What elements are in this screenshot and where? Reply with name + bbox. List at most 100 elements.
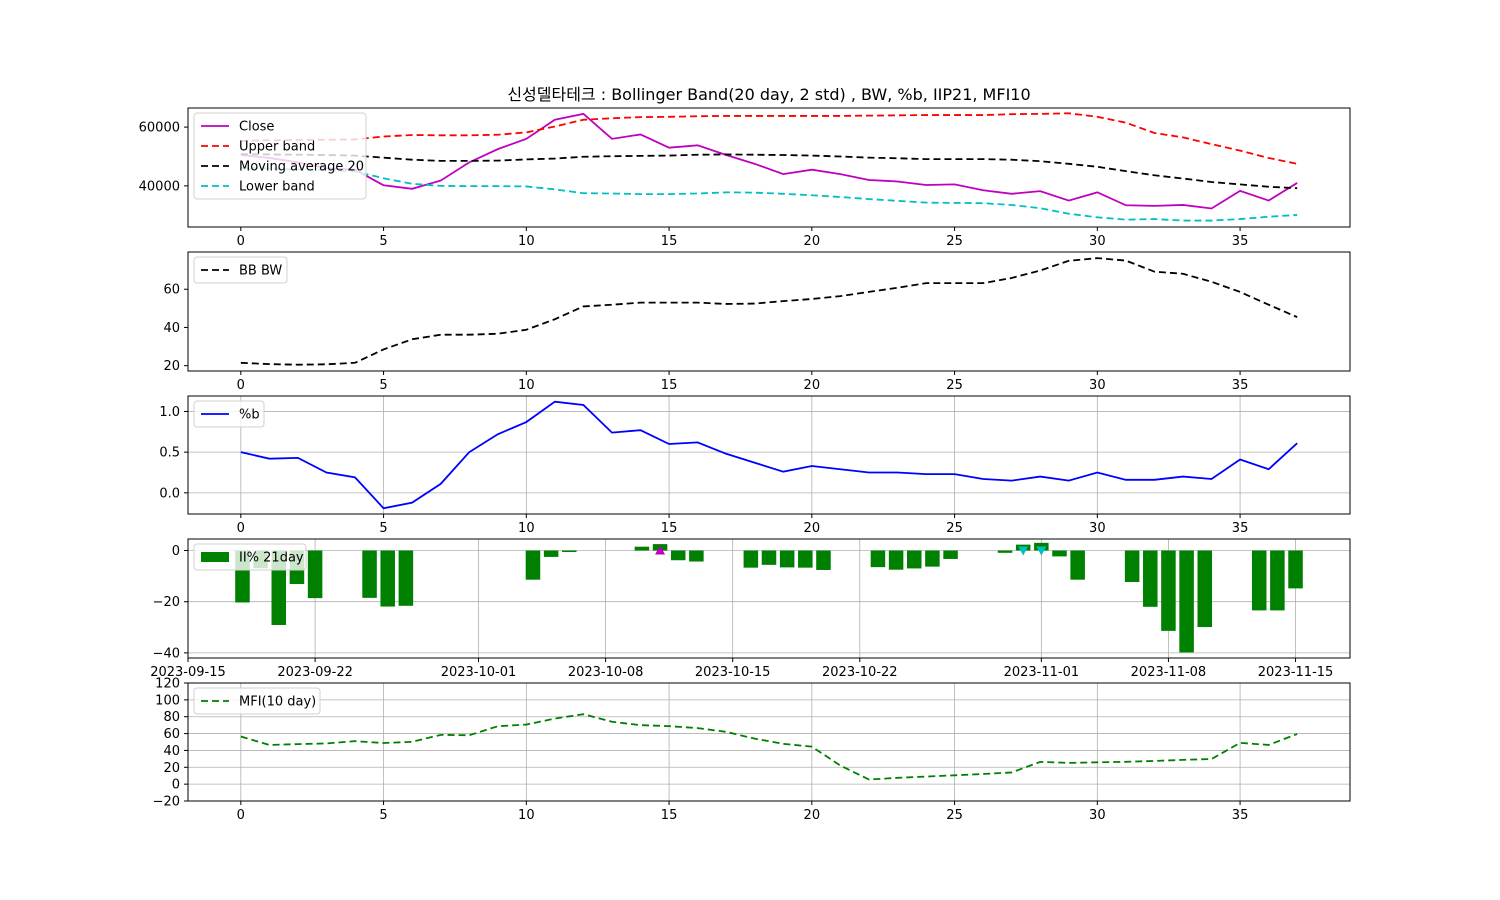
y-tick-label: 40 bbox=[163, 744, 180, 759]
legend: BB BW bbox=[193, 256, 288, 284]
x-tick-label: 2023-11-01 bbox=[1004, 665, 1080, 680]
x-tick-label: 10 bbox=[518, 234, 535, 249]
x-tick-label: 25 bbox=[946, 378, 963, 393]
bar-ii-percent bbox=[1251, 550, 1267, 611]
bar-ii-percent bbox=[1052, 550, 1067, 557]
legend-label: Lower band bbox=[239, 180, 315, 195]
x-tick-label: 5 bbox=[379, 521, 387, 536]
legend-box bbox=[193, 112, 367, 200]
y-tick-label: 60 bbox=[163, 727, 180, 742]
plot-area bbox=[240, 257, 1298, 366]
bar-ii-percent bbox=[943, 550, 958, 559]
series-line-moving-average-20 bbox=[240, 153, 1298, 190]
bar-ii-percent bbox=[888, 550, 904, 570]
series-line-mfi-10-day- bbox=[240, 713, 1298, 781]
series-line-close bbox=[240, 112, 1298, 210]
x-tick-label: 2023-11-15 bbox=[1258, 665, 1334, 680]
axes-frame bbox=[187, 538, 1351, 659]
legend-box bbox=[193, 543, 307, 571]
bar-ii-percent bbox=[1161, 550, 1176, 631]
legend-label: Moving average 20 bbox=[239, 160, 364, 175]
x-tick-label: 15 bbox=[661, 378, 678, 393]
x-tick-label: 20 bbox=[804, 808, 821, 823]
x-tick-label: 5 bbox=[379, 808, 387, 823]
figure-title: 신성델타테크 : Bollinger Band(20 day, 2 std) ,… bbox=[507, 85, 1030, 104]
bar-ii-percent bbox=[1124, 550, 1140, 582]
bar-ii-percent bbox=[1270, 550, 1285, 611]
x-tick-label: 25 bbox=[946, 234, 963, 249]
axes-frame bbox=[187, 107, 1351, 228]
panel-ii-percent: 2023-09-15 2023-09-22 2023-10-01 2023-10-08… bbox=[150, 538, 1351, 680]
y-tick-label: 0 bbox=[172, 544, 180, 559]
x-tick-label: 2023-09-15 bbox=[150, 665, 226, 680]
x-tick-label: 2023-10-22 bbox=[822, 665, 898, 680]
bar-ii-percent bbox=[779, 550, 795, 568]
x-tick-label: 35 bbox=[1232, 808, 1249, 823]
y-tick-label: −20 bbox=[153, 595, 180, 610]
bar-ii-percent bbox=[634, 546, 650, 551]
legend-label: BB BW bbox=[239, 264, 282, 279]
buy-signal-marker bbox=[655, 545, 666, 555]
bar-ii-percent bbox=[997, 550, 1013, 553]
series-line-lower-band bbox=[240, 166, 1298, 222]
x-tick-label: 2023-10-08 bbox=[568, 665, 644, 680]
bar-ii-percent bbox=[1288, 550, 1303, 589]
bar-ii-percent bbox=[1179, 550, 1194, 653]
bar-ii-percent bbox=[816, 550, 831, 570]
x-tick-label: 25 bbox=[946, 808, 963, 823]
x-tick-label: 2023-11-08 bbox=[1131, 665, 1207, 680]
bar-ii-percent bbox=[870, 550, 886, 568]
bar-ii-percent bbox=[307, 550, 323, 599]
y-tick-label: −20 bbox=[153, 795, 180, 810]
x-tick-label: 5 bbox=[379, 378, 387, 393]
bar-ii-percent bbox=[743, 550, 759, 568]
legend: II% 21day bbox=[193, 543, 307, 571]
axes-frame bbox=[187, 395, 1351, 515]
y-tick-label: 40 bbox=[163, 321, 180, 336]
legend-box bbox=[193, 256, 288, 284]
y-tick-label: 0.0 bbox=[159, 486, 180, 501]
x-tick-label: 30 bbox=[1089, 521, 1106, 536]
x-tick-label: 0 bbox=[237, 521, 245, 536]
panel-bandwidth: 0 5 10 15 20 25 30 35 20 40 60 BB BW bbox=[163, 251, 1351, 393]
x-tick-label: 20 bbox=[804, 521, 821, 536]
y-tick-label: 120 bbox=[155, 677, 180, 692]
x-tick-label: 20 bbox=[804, 378, 821, 393]
axes-frame bbox=[187, 251, 1351, 372]
x-tick-label: 2023-10-01 bbox=[441, 665, 517, 680]
x-tick-label: 35 bbox=[1232, 378, 1249, 393]
x-tick-label: 35 bbox=[1232, 521, 1249, 536]
y-tick-label: 1.0 bbox=[159, 405, 180, 420]
x-tick-label: 30 bbox=[1089, 234, 1106, 249]
bar-ii-percent bbox=[562, 550, 577, 553]
y-tick-label: 40000 bbox=[139, 179, 180, 194]
x-tick-label: 10 bbox=[518, 521, 535, 536]
legend-label: Upper band bbox=[239, 140, 315, 155]
y-tick-label: 20 bbox=[163, 359, 180, 374]
bar-ii-percent bbox=[689, 550, 704, 562]
panel-percent-b: 0 5 10 15 20 25 30 35 0.0 0.5 1.0 %b bbox=[159, 395, 1351, 536]
legend-label: Close bbox=[239, 120, 274, 135]
panel-price: 0 5 10 15 20 25 30 35 40000 60000 Close Upper band M… bbox=[139, 107, 1351, 249]
series-line-bb-bw bbox=[240, 257, 1298, 366]
series-line-upper-band bbox=[240, 112, 1298, 165]
bar-ii-percent bbox=[906, 550, 922, 569]
bar-ii-percent bbox=[670, 550, 686, 561]
y-tick-label: 80 bbox=[163, 710, 180, 725]
x-tick-label: 10 bbox=[518, 808, 535, 823]
y-tick-label: 0.5 bbox=[159, 446, 180, 461]
bar-ii-percent bbox=[398, 550, 414, 606]
bar-ii-percent bbox=[380, 550, 395, 607]
y-tick-label: 0 bbox=[172, 778, 180, 793]
plot-area bbox=[240, 112, 1298, 222]
legend: MFI(10 day) bbox=[193, 687, 321, 715]
legend-label: %b bbox=[239, 408, 260, 423]
x-tick-label: 30 bbox=[1089, 378, 1106, 393]
legend: %b bbox=[193, 400, 265, 428]
plot-area bbox=[240, 713, 1298, 781]
bar-ii-percent bbox=[362, 550, 377, 598]
y-tick-label: 60000 bbox=[139, 121, 180, 136]
sell-signal-marker bbox=[1018, 546, 1029, 556]
bar-ii-percent bbox=[761, 550, 777, 565]
